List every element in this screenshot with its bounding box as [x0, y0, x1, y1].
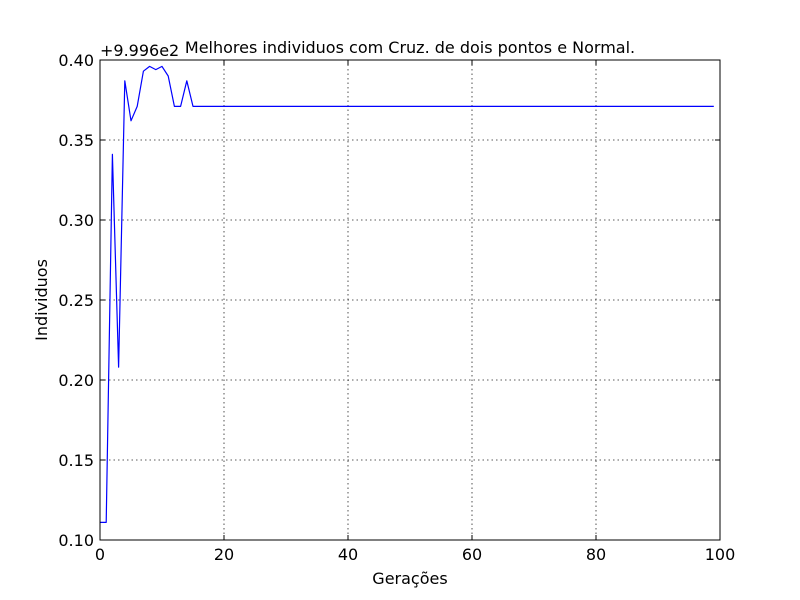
y-axis-title: Individuos	[32, 259, 51, 341]
x-axis-title: Gerações	[372, 569, 447, 588]
y-tick-label: 0.35	[58, 131, 94, 150]
x-tick-label: 40	[338, 545, 358, 564]
tick-layer	[99, 59, 721, 541]
series-layer	[100, 65, 714, 524]
y-tick-label: 0.25	[58, 291, 94, 310]
y-tick-label: 0.40	[58, 51, 94, 70]
series-line-0	[100, 65, 714, 524]
chart-title: Melhores individuos com Cruz. de dois po…	[185, 38, 635, 57]
grid-layer	[100, 60, 720, 540]
y-tick-label: 0.15	[58, 451, 94, 470]
y-tick-label: 0.20	[58, 371, 94, 390]
x-tick-label: 80	[586, 545, 606, 564]
y-tick-label: 0.30	[58, 211, 94, 230]
x-tick-label: 20	[214, 545, 234, 564]
x-tick-label: 0	[95, 545, 105, 564]
x-tick-label: 100	[705, 545, 736, 564]
y-axis-offset-text: +9.996e2	[100, 41, 179, 60]
label-layer: 0 20 40 60 80 100 0.10 0.15 0.20 0.25 0.30 0.35 0.40	[58, 51, 735, 564]
y-tick-label: 0.10	[58, 531, 94, 550]
x-tick-label: 60	[462, 545, 482, 564]
